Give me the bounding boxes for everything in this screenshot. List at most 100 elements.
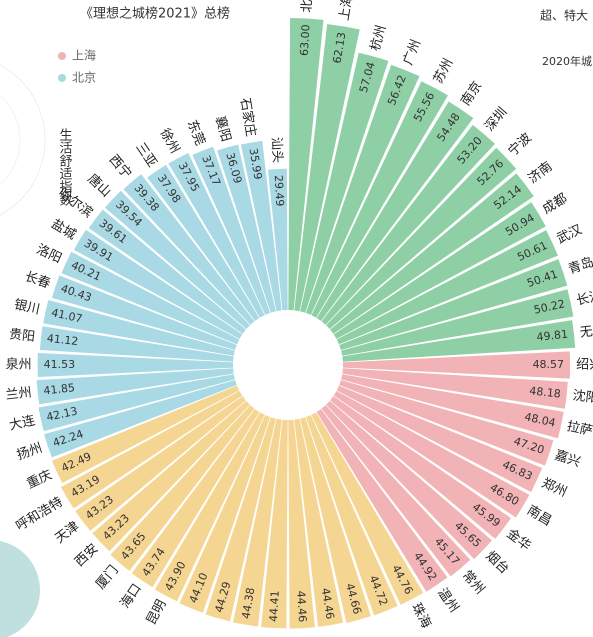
bar (326, 147, 517, 330)
bar (147, 164, 260, 322)
bar (339, 259, 568, 350)
category-label: 银川 (13, 297, 42, 317)
category-label: 襄阳 (212, 114, 234, 143)
category-label: 西安 (72, 541, 101, 570)
bar (110, 405, 255, 571)
bar (321, 405, 471, 577)
bar (240, 141, 282, 312)
bar (261, 419, 288, 629)
category-label: 珠海 (408, 601, 433, 631)
bar (288, 419, 315, 629)
bar (326, 400, 492, 560)
category-label: 天津 (53, 519, 83, 547)
bar (342, 320, 576, 362)
category-label: 贵阳 (8, 327, 35, 345)
bar (321, 124, 495, 325)
category-label: 重庆 (24, 467, 54, 492)
bar (131, 408, 260, 588)
category-label: 洛阳 (34, 242, 64, 267)
category-label: 泉州 (6, 357, 32, 373)
category-label: 常州 (459, 568, 487, 598)
category-label: 南京 (458, 78, 486, 109)
legend-label: 上海 (72, 48, 96, 63)
decor-circle (0, 64, 46, 216)
category-label: 唐山 (84, 171, 114, 201)
category-label: 昆明 (144, 597, 169, 627)
bar (39, 326, 234, 362)
bar (43, 300, 235, 356)
bar (51, 385, 240, 483)
bar (205, 417, 276, 622)
value-label: 44.41 (267, 590, 282, 622)
category-label: 厦门 (93, 563, 121, 593)
category-label: 海口 (118, 581, 145, 611)
category-label: 西宁 (106, 152, 135, 182)
bar (154, 412, 265, 602)
category-label: 苏州 (430, 56, 456, 86)
bar (300, 417, 371, 623)
bar (342, 368, 568, 409)
category-label: 深圳 (482, 105, 510, 135)
value-label: 44.46 (294, 590, 309, 622)
bar (333, 202, 546, 339)
bar (316, 408, 448, 592)
bar (92, 400, 250, 552)
category-label: 绍兴 (576, 358, 593, 373)
category-label: 徐州 (157, 126, 182, 156)
value-label: 29.49 (272, 175, 287, 207)
bar (61, 251, 240, 345)
value-label: 63.00 (298, 24, 313, 56)
bar (341, 374, 564, 439)
bar (51, 275, 237, 350)
category-label: 温州 (434, 586, 461, 616)
category-label: 嘉兴 (553, 448, 582, 471)
bar (104, 190, 250, 330)
bar (305, 64, 420, 315)
value-label: 44.46 (319, 587, 337, 620)
category-label: 宁波 (505, 130, 535, 160)
value-label: 35.99 (247, 147, 265, 180)
bars: 63.00北京62.13上海57.04杭州56.42广州55.56苏州54.48… (5, 0, 593, 631)
value-label: 48.57 (533, 358, 565, 371)
chart-title: 《理想之城榜2021》总榜 (80, 6, 230, 22)
category-label: 济南 (525, 158, 555, 186)
category-label: 三亚 (132, 140, 159, 170)
category-label: 金华 (504, 526, 534, 554)
bar (330, 396, 511, 539)
bar (44, 380, 237, 458)
bar (294, 418, 344, 627)
bar (37, 352, 234, 378)
bar (75, 396, 246, 531)
bar (217, 144, 276, 313)
category-label: 郑州 (539, 476, 569, 501)
bar (305, 415, 398, 616)
legend-swatch (58, 52, 66, 60)
bar (342, 351, 571, 379)
bar (336, 385, 543, 492)
legend-label: 北京 (72, 71, 96, 85)
bar (179, 415, 271, 613)
value-label: 44.38 (239, 587, 257, 620)
category-label: 南昌 (524, 502, 555, 529)
subtitle: 超、特大 (540, 8, 588, 23)
bar (330, 173, 534, 334)
category-label: 石家庄 (237, 97, 259, 138)
category-label: 长沙 (575, 289, 593, 309)
category-label: 杭州 (368, 24, 389, 53)
bar (267, 168, 288, 311)
decor-circle (0, 94, 21, 186)
category-label: 大连 (8, 412, 37, 433)
category-label: 长春 (23, 269, 52, 292)
bar (168, 152, 265, 318)
category-label: 扬州 (15, 441, 44, 464)
category-label: 青岛 (566, 254, 593, 277)
bar (288, 18, 324, 311)
category-label: 盐城 (48, 217, 78, 243)
category-label: 烟台 (482, 549, 511, 578)
bar (192, 146, 271, 315)
bar (341, 289, 574, 356)
bar (294, 24, 360, 312)
category-label: 拉萨 (565, 419, 593, 439)
